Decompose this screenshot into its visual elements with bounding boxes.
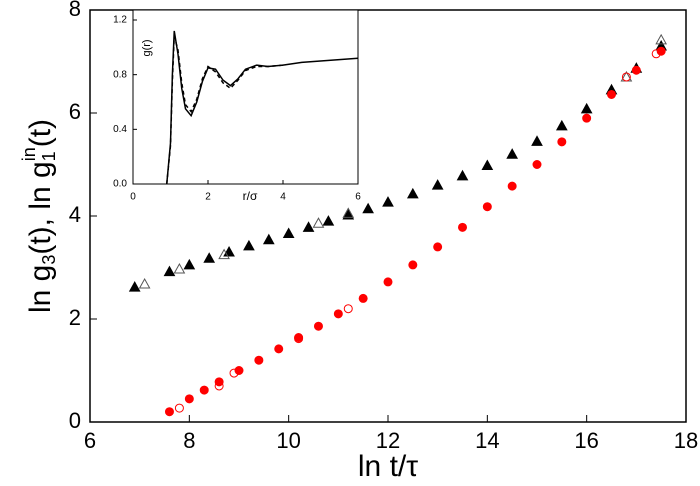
x-tick-label: 2 — [205, 192, 211, 203]
circle-marker — [651, 49, 661, 59]
x-tick-label: 12 — [376, 428, 400, 453]
y-axis-label-part: 3 — [39, 255, 59, 265]
circle-marker — [234, 366, 244, 375]
triangle-marker — [342, 207, 355, 218]
x-tick-label: 14 — [475, 428, 499, 453]
circle-marker — [557, 137, 567, 147]
circle-marker — [582, 113, 592, 123]
x-tick-label: 6 — [84, 428, 96, 453]
circle-marker — [333, 309, 343, 319]
triangle-marker — [282, 227, 295, 239]
triangle-marker — [173, 263, 186, 274]
y-axis-label-part: ln g — [24, 265, 57, 313]
y-tick-label: 4 — [69, 202, 81, 227]
circle-marker — [631, 65, 641, 75]
triangle-marker — [128, 281, 141, 292]
triangle-marker — [531, 135, 543, 146]
x-tick-label: 10 — [276, 428, 300, 453]
circle-marker — [313, 321, 323, 331]
circle-marker — [482, 202, 492, 212]
circle-marker — [408, 260, 418, 270]
x-tick-label: 16 — [574, 428, 598, 453]
y-tick-label: 0.8 — [113, 69, 127, 80]
triangle-marker — [203, 252, 216, 263]
circle-marker — [343, 304, 353, 314]
circle-marker — [229, 368, 239, 378]
x-tick-label: 18 — [674, 428, 698, 453]
x-tick-label: 4 — [280, 192, 286, 203]
circle-marker — [174, 403, 184, 413]
y-tick-label: 0 — [69, 408, 81, 433]
x-tick-label: 8 — [183, 428, 195, 453]
circle-marker — [214, 381, 224, 391]
y-tick-label: 0.4 — [113, 124, 127, 135]
x-tick-label: 0 — [130, 192, 136, 203]
y-tick-label: 1.2 — [113, 15, 127, 26]
triangle-marker — [312, 217, 325, 228]
triangle-marker — [163, 265, 176, 277]
triangle-marker — [342, 208, 355, 220]
y-axis-label: g(r) — [141, 39, 153, 56]
y-axis-label: ln g3(t), ln g1in(t) — [19, 119, 59, 313]
y-tick-label: 2 — [69, 305, 81, 330]
x-axis-label: ln t/τ — [358, 450, 418, 483]
circle-marker — [294, 334, 304, 344]
y-axis-label-part: (t) — [24, 119, 57, 147]
circle-marker — [383, 277, 393, 287]
triangle-marker — [456, 169, 469, 181]
circle-marker — [254, 355, 264, 365]
triangle-marker — [655, 33, 668, 45]
triangle-marker — [183, 258, 196, 270]
inset-background — [132, 9, 359, 185]
triangle-marker — [218, 248, 230, 260]
y-tick-label: 0.0 — [113, 179, 127, 190]
y-tick-label: 6 — [69, 99, 81, 124]
y-axis-label-part: 1 — [39, 151, 59, 161]
triangle-marker — [138, 277, 151, 289]
y-tick-label: 8 — [69, 0, 81, 21]
triangle-marker — [431, 179, 444, 190]
circle-marker — [184, 394, 194, 404]
triangle-marker — [382, 196, 394, 207]
circle-marker — [433, 242, 443, 252]
circle-marker — [507, 181, 517, 191]
x-axis-label: r/σ — [243, 189, 258, 203]
triangle-marker — [506, 148, 519, 159]
circle-marker — [164, 407, 174, 417]
g-r-line — [166, 30, 359, 185]
x-tick-label: 6 — [355, 192, 361, 203]
triangle-marker — [362, 202, 374, 214]
circle-marker — [458, 222, 467, 232]
circle-marker — [532, 160, 542, 169]
circle-marker — [656, 46, 666, 56]
triangle-marker — [302, 221, 315, 232]
triangle-marker — [481, 159, 494, 171]
y-axis-label-part: (t), ln g — [24, 161, 57, 254]
g-r-line — [166, 36, 284, 185]
triangle-marker — [243, 239, 255, 251]
triangle-marker — [262, 233, 275, 245]
triangle-marker — [322, 215, 335, 226]
circle-marker — [621, 72, 631, 82]
triangle-marker — [580, 102, 593, 114]
circle-marker — [358, 293, 368, 303]
circle-marker — [199, 385, 209, 395]
triangle-marker — [406, 187, 419, 199]
circle-marker — [274, 344, 284, 354]
circle-marker — [607, 89, 616, 99]
triangle-marker — [555, 119, 568, 131]
y-axis-label-part: in — [19, 147, 39, 161]
